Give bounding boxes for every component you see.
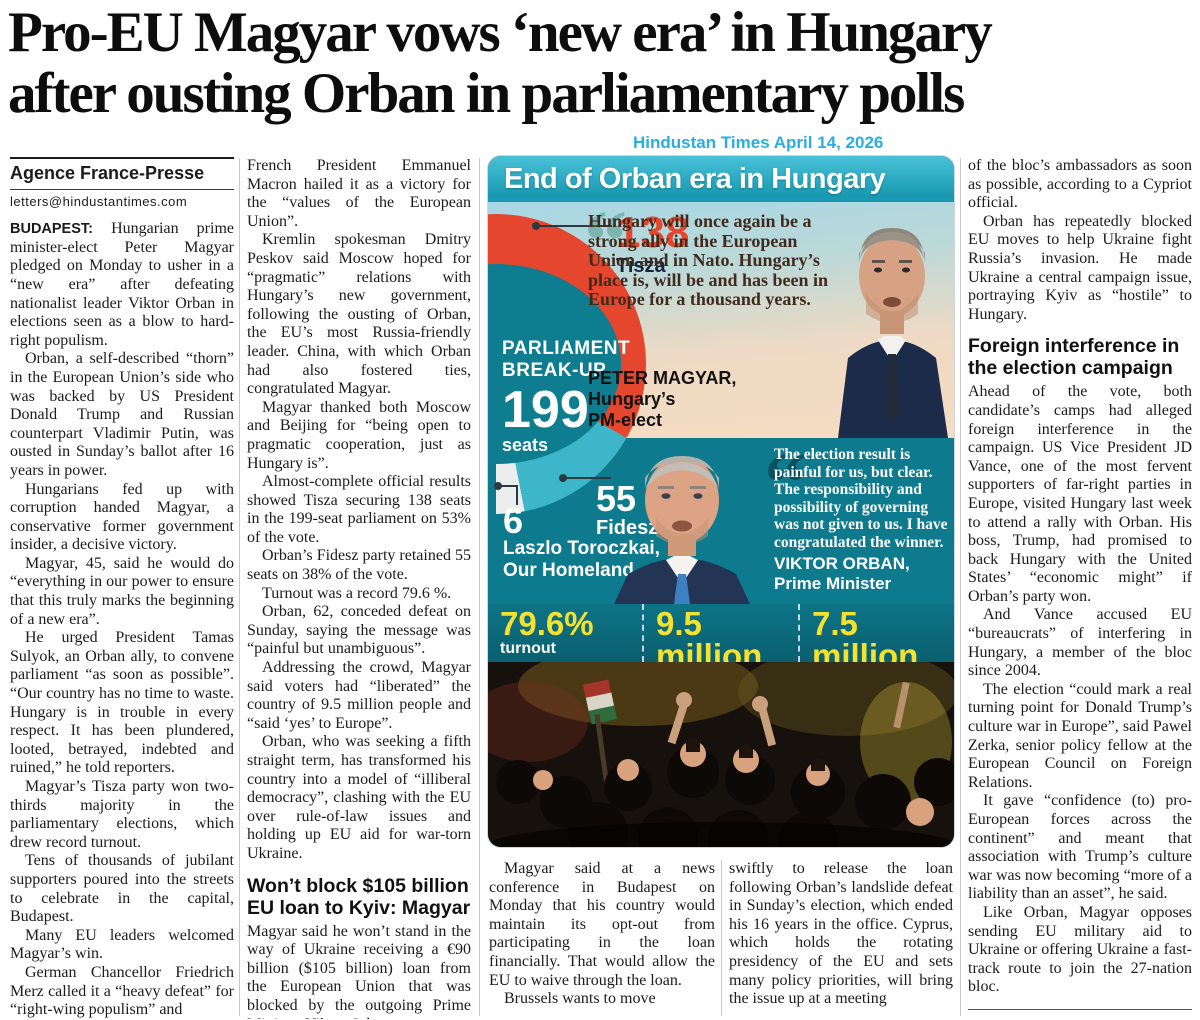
paragraph: French President Emmanuel Macron hailed … xyxy=(247,157,471,230)
article-column-1: Agence France-Presse letters@hindustanti… xyxy=(10,157,234,1019)
paragraph: Almost-complete official results showed … xyxy=(247,473,471,546)
article-column-4: swiftly to release the loan following Or… xyxy=(729,860,953,1018)
column-divider xyxy=(239,158,240,1016)
paragraph: of the bloc’s ambassadors as soon as pos… xyxy=(968,157,1192,212)
fidesz-callout-line xyxy=(563,477,611,479)
paragraph: Hungarians fed up with corruption handed… xyxy=(10,480,234,554)
paragraph: Magyar, 45, said he would do “everything… xyxy=(10,554,234,628)
total-seats-unit: seats xyxy=(502,435,549,455)
magyar-attribution: PETER MAGYAR, Hungary’s PM-elect xyxy=(588,368,838,431)
headline-line1: Pro-EU Magyar vows ‘new era’ in Hungary xyxy=(8,1,993,64)
paragraph: He urged President Tamas Sulyok, an Orba… xyxy=(10,629,234,777)
tisza-label: 138 Tisza xyxy=(616,208,690,278)
headline-line2: after ousting Orban in parliamentary pol… xyxy=(8,62,965,125)
paragraph: Brussels wants to move xyxy=(504,990,656,1008)
total-seats-value: 199 xyxy=(502,381,589,439)
orban-title: Prime Minister xyxy=(774,574,892,593)
orban-attribution: VIKTOR ORBAN, Prime Minister xyxy=(774,554,950,594)
stat-registered-voters: 7.5 million registered voters xyxy=(798,604,954,689)
paragraph: Orban, 62, conceded defeat on Sunday, sa… xyxy=(247,603,471,658)
subhead-eu-loan: Won’t block $105 billion EU loan to Kyiv… xyxy=(247,874,471,919)
tisza-callout-line xyxy=(536,225,612,227)
byline-agency: Agence France-Presse xyxy=(10,157,234,190)
dateline: BUDAPEST: xyxy=(10,221,93,238)
infographic-title: End of Orban era in Hungary xyxy=(504,162,886,195)
magyar-title2: PM-elect xyxy=(588,410,663,430)
headline: Pro-EU Magyar vows ‘new era’ in Hungary … xyxy=(8,2,1198,124)
tisza-seats: 138 xyxy=(616,208,690,257)
magyar-name: PETER MAGYAR, xyxy=(588,368,737,388)
article-column-3: Magyar said at a news conference in Buda… xyxy=(489,860,715,1018)
paragraph: Magyar said he won’t stand in the way of… xyxy=(247,922,471,1019)
subhead-foreign-interference: Foreign interference in the election cam… xyxy=(968,335,1180,380)
paragraph: Magyar’s Tisza party won two-thirds majo… xyxy=(10,778,234,851)
stat-population: 9.5 million population xyxy=(642,604,798,689)
paragraph: Magyar said at a news conference in Buda… xyxy=(489,860,715,989)
fidesz-seats: 55 xyxy=(596,478,637,519)
celebration-crowd-photo xyxy=(488,646,954,847)
paragraph: Turnout was a record 79.6 %. xyxy=(262,584,452,602)
homeland-name: Our Homeland xyxy=(503,560,634,581)
paragraph: Orban’s Fidesz party retained 55 seats o… xyxy=(247,547,471,584)
viktor-orban-photo xyxy=(600,438,764,604)
credit-line: With inputs from Bloomberg xyxy=(968,1008,1192,1019)
parliament-label-line2: BREAK-UP xyxy=(502,360,607,381)
homeland-leader: Laszlo Toroczkai, xyxy=(503,538,660,559)
paragraph: German Chancellor Friedrich Merz called … xyxy=(10,963,234,1019)
paragraph: Magyar thanked both Moscow and Beijing f… xyxy=(247,398,471,472)
paragraph: Orban has repeatedly blocked EU moves to… xyxy=(968,212,1192,323)
infographic-panel: End of Orban era in Hungary PARLIAMENT B… xyxy=(487,155,955,848)
stat-turnout-label: turnout xyxy=(500,640,556,657)
orban-quote: The election result is painful for us, b… xyxy=(774,446,948,551)
paragraph: Addressing the crowd, Magyar said voters… xyxy=(247,659,471,732)
stat-turnout: 79.6% turnout xyxy=(488,604,642,662)
paragraph-text: Hungarian prime minister-elect Peter Mag… xyxy=(10,220,234,349)
article-column-2: French President Emmanuel Macron hailed … xyxy=(247,157,471,1019)
paragraph: Tens of thousands of jubilant supporters… xyxy=(10,852,234,926)
paragraph: Kremlin spokesman Dmitry Peskov said Mos… xyxy=(247,231,471,398)
paragraph: Ahead of the vote, both candidate’s camp… xyxy=(968,383,1192,605)
stat-turnout-value: 79.6% xyxy=(500,605,594,642)
paragraph: Orban, who was seeking a fifth straight … xyxy=(247,733,471,862)
peter-magyar-photo xyxy=(830,202,954,438)
homeland-callout-line2 xyxy=(516,485,518,505)
homeland-label: 6 Laszlo Toroczkai, Our Homeland xyxy=(503,500,660,582)
article-column-5: of the bloc’s ambassadors as soon as pos… xyxy=(968,157,1192,1019)
paragraph: Like Orban, Magyar opposes sending EU mi… xyxy=(968,903,1192,996)
magyar-title1: Hungary’s xyxy=(588,389,676,409)
paragraph: BUDAPEST: Hungarian prime minister-elect… xyxy=(10,220,234,350)
homeland-seats: 6 xyxy=(503,500,524,541)
paragraph: Orban, a self-described “thorn” in the E… xyxy=(10,350,234,479)
paragraph: And Vance accused EU “bureaucrats” of in… xyxy=(968,606,1192,680)
paragraph: It gave “confidence (to) pro-European fo… xyxy=(968,792,1192,903)
column-divider xyxy=(721,860,722,1016)
byline-email: letters@hindustantimes.com xyxy=(10,193,188,209)
infographic-header: End of Orban era in Hungary xyxy=(488,156,954,202)
homeland-callout-line xyxy=(498,485,518,487)
parliament-label-line1: PARLIAMENT xyxy=(502,338,631,359)
byline-block: Agence France-Presse letters@hindustanti… xyxy=(10,157,234,213)
watermark-date: Hindustan Times April 14, 2026 xyxy=(633,133,884,152)
paragraph: swiftly to release the loan following Or… xyxy=(729,860,953,1008)
fidesz-label: 55 Fidesz xyxy=(596,478,659,540)
magyar-quote: Hungary will once again be a strong ally… xyxy=(588,211,829,309)
orban-name: VIKTOR ORBAN, xyxy=(774,554,910,573)
paragraph: Many EU leaders welcomed Magyar’s win. xyxy=(10,926,234,963)
column-divider xyxy=(960,158,961,1016)
column-divider xyxy=(479,158,480,1016)
tisza-name: Tisza xyxy=(616,255,666,277)
stats-band: 79.6% turnout 9.5 million population 7.5… xyxy=(488,604,954,689)
parliament-breakup-label: PARLIAMENT BREAK-UP 199 seats xyxy=(502,338,630,455)
paragraph: The election “could mark a real turning … xyxy=(968,680,1192,791)
fidesz-name: Fidesz xyxy=(596,517,659,539)
